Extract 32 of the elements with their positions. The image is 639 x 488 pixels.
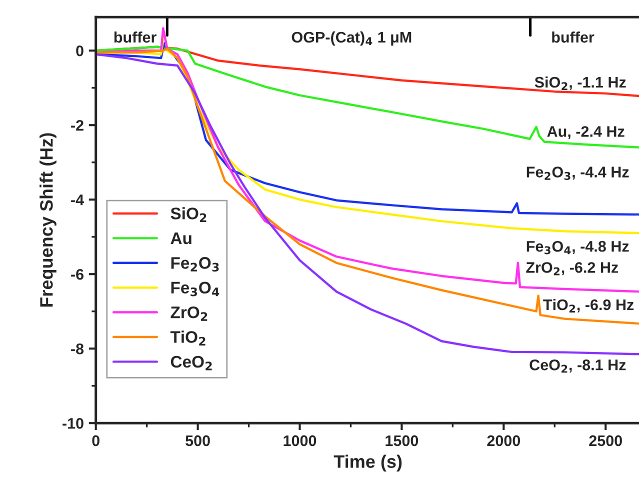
annotation: Fe$_{3}$O$_{4}$, -4.8 Hz (526, 240, 629, 254)
annotation: Au, -2.4 Hz (547, 126, 624, 140)
x-tick-label: 2500 (589, 435, 622, 446)
x-tick-label: 0 (92, 435, 100, 446)
legend-label: Fe$_{2}$O$_{3}$ (171, 257, 219, 272)
line-series (96, 46, 639, 149)
annotation: SiO$_{2}$, -1.1 Hz (534, 76, 626, 90)
x-axis-title: Time (s) (334, 454, 402, 472)
legend-label: Au (170, 232, 192, 244)
legend-label: Fe$_{3}$O$_{4}$ (171, 282, 220, 296)
annotation: Fe$_{2}$O$_{3}$, -4.4 Hz (526, 166, 629, 180)
y-tick-label: -4 (71, 194, 84, 206)
legend-label: CeO$_{2}$ (170, 356, 212, 370)
annotation: ZrO$_{2}$, -6.2 Hz (526, 262, 618, 276)
y-tick-label: -6 (71, 268, 84, 280)
annotation: TiO$_{2}$, -6.9 Hz (543, 298, 634, 313)
y-tick-label: -2 (71, 120, 84, 131)
y-axis-title: Frequency Shift (Hz) (40, 133, 56, 307)
x-tick-label: 1000 (284, 435, 316, 446)
y-tick-label: 0 (76, 45, 84, 56)
legend-label: SiO$_{2}$ (170, 207, 206, 222)
annotation: buffer (114, 31, 156, 43)
annotation: OGP-(Cat)$_{4}$ 1 μM (292, 31, 412, 46)
x-tick-label: 500 (186, 435, 210, 446)
annotation: buffer (552, 31, 594, 43)
x-tick-label: 2000 (487, 435, 520, 446)
y-tick-label: -10 (62, 418, 84, 429)
y-tick-label: -8 (71, 343, 84, 354)
x-tick-label: 1500 (386, 435, 418, 446)
legend-label: TiO$_{2}$ (170, 330, 206, 346)
legend-label: ZrO$_{2}$ (170, 306, 208, 321)
annotation: CeO$_{2}$, -8.1 Hz (530, 360, 626, 373)
